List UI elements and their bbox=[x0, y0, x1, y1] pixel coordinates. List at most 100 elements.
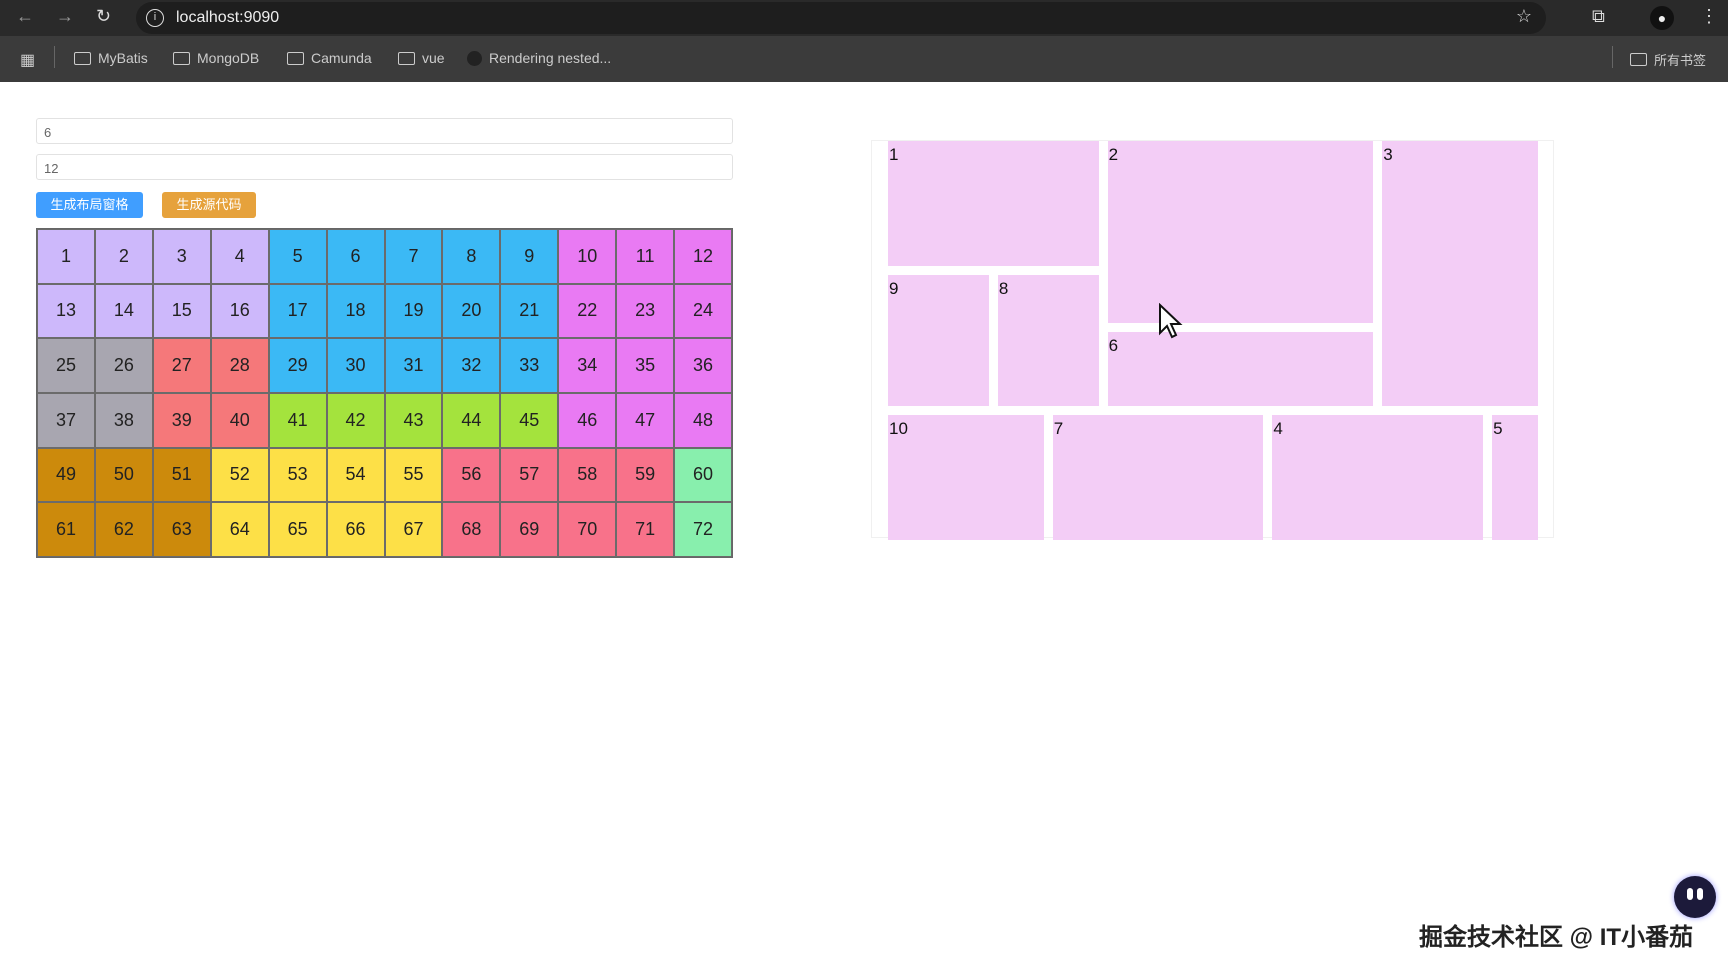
watermark: 掘金技术社区 @ IT小番茄 bbox=[1419, 924, 1694, 951]
grid-cell[interactable]: 21 bbox=[500, 283, 559, 339]
bookmark-label: vue bbox=[422, 50, 445, 66]
grid-cell[interactable]: 25 bbox=[37, 338, 95, 393]
grid-cell[interactable]: 27 bbox=[152, 338, 211, 393]
grid-cell[interactable]: 7 bbox=[384, 229, 443, 284]
assistant-bubble-icon[interactable] bbox=[1674, 876, 1716, 918]
bookmark-camunda[interactable]: Camunda bbox=[287, 50, 372, 66]
forward-icon[interactable]: → bbox=[56, 6, 74, 26]
grid-cell[interactable]: 35 bbox=[616, 338, 675, 393]
grid-cell[interactable]: 53 bbox=[268, 447, 327, 503]
bookmark-label: Rendering nested... bbox=[489, 50, 612, 66]
grid-cell[interactable]: 29 bbox=[268, 338, 327, 393]
rows-input[interactable]: 6 bbox=[36, 118, 733, 144]
grid-cell[interactable]: 8 bbox=[442, 229, 501, 284]
bookmark-mybatis[interactable]: MyBatis bbox=[74, 50, 148, 66]
grid-cell[interactable]: 54 bbox=[326, 447, 385, 503]
grid-cell[interactable]: 30 bbox=[326, 338, 385, 393]
generate-code-button[interactable]: 生成源代码 bbox=[162, 192, 256, 218]
bookmark-mongodb[interactable]: MongoDB bbox=[173, 50, 259, 66]
grid-cell[interactable]: 45 bbox=[500, 393, 559, 448]
grid-cell[interactable]: 51 bbox=[152, 447, 211, 503]
selection-grid: 1 2 3 4 5 6 7 8 9 10 11 12 13 14 15 16 17 18 19 20 21 22 23 24 2… bbox=[36, 228, 733, 558]
grid-cell[interactable]: 68 bbox=[442, 502, 501, 557]
grid-cell[interactable]: 66 bbox=[326, 502, 385, 557]
bookmark-rendering-nested[interactable]: Rendering nested... bbox=[467, 50, 611, 66]
grid-cell[interactable]: 47 bbox=[616, 393, 675, 448]
grid-cell[interactable]: 16 bbox=[210, 283, 269, 339]
grid-cell[interactable]: 50 bbox=[94, 447, 153, 503]
grid-cell[interactable]: 40 bbox=[210, 393, 269, 448]
grid-cell[interactable]: 14 bbox=[94, 283, 153, 339]
grid-cell[interactable]: 46 bbox=[558, 393, 617, 448]
grid-cell[interactable]: 60 bbox=[674, 447, 732, 503]
grid-cell[interactable]: 62 bbox=[94, 502, 153, 557]
grid-cell[interactable]: 4 bbox=[210, 229, 269, 284]
grid-cell[interactable]: 17 bbox=[268, 283, 327, 339]
generate-grid-button[interactable]: 生成布局窗格 bbox=[36, 192, 143, 218]
grid-cell[interactable]: 11 bbox=[616, 229, 675, 284]
grid-cell[interactable]: 23 bbox=[616, 283, 675, 339]
grid-cell[interactable]: 12 bbox=[674, 229, 732, 284]
grid-cell[interactable]: 71 bbox=[616, 502, 675, 557]
grid-cell[interactable]: 41 bbox=[268, 393, 327, 448]
grid-cell[interactable]: 69 bbox=[500, 502, 559, 557]
grid-cell[interactable]: 26 bbox=[94, 338, 153, 393]
divider bbox=[1612, 46, 1613, 68]
bookmark-star-icon[interactable]: ☆ bbox=[1515, 6, 1532, 26]
grid-cell[interactable]: 38 bbox=[94, 393, 153, 448]
grid-cell[interactable]: 19 bbox=[384, 283, 443, 339]
back-icon[interactable]: ← bbox=[16, 6, 34, 26]
grid-cell[interactable]: 37 bbox=[37, 393, 95, 448]
grid-cell[interactable]: 6 bbox=[326, 229, 385, 284]
grid-cell[interactable]: 72 bbox=[674, 502, 732, 557]
grid-cell[interactable]: 43 bbox=[384, 393, 443, 448]
site-info-icon[interactable]: i bbox=[146, 9, 164, 27]
grid-cell[interactable]: 42 bbox=[326, 393, 385, 448]
all-bookmarks[interactable]: 所有书签 bbox=[1630, 50, 1706, 69]
grid-cell[interactable]: 15 bbox=[152, 283, 211, 339]
bookmark-vue[interactable]: vue bbox=[398, 50, 445, 66]
grid-cell[interactable]: 48 bbox=[674, 393, 732, 448]
grid-cell[interactable]: 49 bbox=[37, 447, 95, 503]
grid-cell[interactable]: 67 bbox=[384, 502, 443, 557]
grid-cell[interactable]: 56 bbox=[442, 447, 501, 503]
grid-cell[interactable]: 57 bbox=[500, 447, 559, 503]
profile-icon[interactable]: ● bbox=[1650, 6, 1674, 30]
browser-toolbar: ← → ↻ i localhost:9090 ☆ ⧉ ● ⋮ bbox=[0, 0, 1728, 36]
grid-cell[interactable]: 34 bbox=[558, 338, 617, 393]
address-bar[interactable]: i localhost:9090 ☆ bbox=[136, 2, 1546, 34]
grid-cell[interactable]: 65 bbox=[268, 502, 327, 557]
grid-cell[interactable]: 5 bbox=[268, 229, 327, 284]
grid-cell[interactable]: 2 bbox=[94, 229, 153, 284]
grid-cell[interactable]: 52 bbox=[210, 447, 269, 503]
grid-cell[interactable]: 24 bbox=[674, 283, 732, 339]
grid-cell[interactable]: 39 bbox=[152, 393, 211, 448]
grid-cell[interactable]: 70 bbox=[558, 502, 617, 557]
grid-cell[interactable]: 22 bbox=[558, 283, 617, 339]
reload-icon[interactable]: ↻ bbox=[96, 6, 112, 26]
grid-cell[interactable]: 61 bbox=[37, 502, 95, 557]
grid-cell[interactable]: 13 bbox=[37, 283, 95, 339]
cols-input[interactable]: 12 bbox=[36, 154, 733, 180]
grid-cell[interactable]: 20 bbox=[442, 283, 501, 339]
apps-icon[interactable]: ▦ bbox=[20, 52, 36, 69]
grid-cell[interactable]: 59 bbox=[616, 447, 675, 503]
grid-cell[interactable]: 64 bbox=[210, 502, 269, 557]
grid-cell[interactable]: 18 bbox=[326, 283, 385, 339]
menu-icon[interactable]: ⋮ bbox=[1700, 6, 1718, 26]
grid-cell[interactable]: 10 bbox=[558, 229, 617, 284]
grid-cell[interactable]: 9 bbox=[500, 229, 559, 284]
grid-cell[interactable]: 31 bbox=[384, 338, 443, 393]
grid-cell[interactable]: 55 bbox=[384, 447, 443, 503]
grid-cell[interactable]: 44 bbox=[442, 393, 501, 448]
grid-cell[interactable]: 58 bbox=[558, 447, 617, 503]
grid-cell[interactable]: 3 bbox=[152, 229, 211, 284]
grid-cell[interactable]: 28 bbox=[210, 338, 269, 393]
folder-icon bbox=[287, 51, 304, 65]
grid-cell[interactable]: 1 bbox=[37, 229, 95, 284]
grid-cell[interactable]: 63 bbox=[152, 502, 211, 557]
extensions-icon[interactable]: ⧉ bbox=[1592, 6, 1605, 26]
grid-cell[interactable]: 32 bbox=[442, 338, 501, 393]
grid-cell[interactable]: 36 bbox=[674, 338, 732, 393]
grid-cell[interactable]: 33 bbox=[500, 338, 559, 393]
